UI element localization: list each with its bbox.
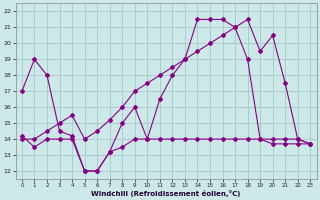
X-axis label: Windchill (Refroidissement éolien,°C): Windchill (Refroidissement éolien,°C) bbox=[92, 190, 241, 197]
